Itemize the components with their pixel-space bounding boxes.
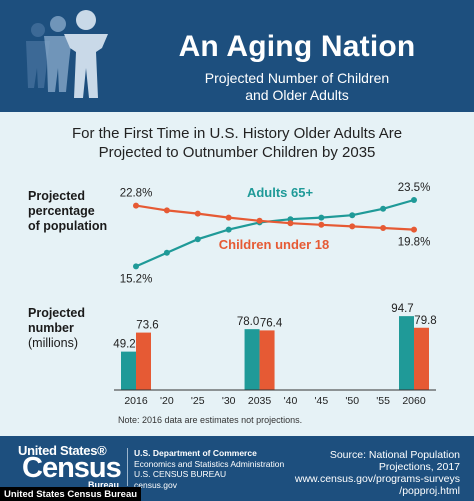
headline-line-1: For the First Time in U.S. History Older… <box>71 125 403 142</box>
header-banner: An Aging Nation Projected Number of Chil… <box>0 0 474 112</box>
source-line-4[interactable]: /popproj.html <box>399 485 460 497</box>
children-point <box>411 226 417 233</box>
children-point <box>133 202 139 209</box>
source-line-3[interactable]: www.census.gov/programs-surveys <box>294 473 460 485</box>
children-bar-label: 76.4 <box>260 317 283 329</box>
census-logo-wordmark: Census <box>22 452 122 484</box>
source-line-2: Projections, 2017 <box>378 461 460 473</box>
x-tick-label: '40 <box>284 395 298 407</box>
x-tick-label: '25 <box>191 395 205 407</box>
adults-series-label: Adults 65+ <box>247 185 314 200</box>
adults-bar-label: 49.2 <box>113 339 135 351</box>
adults-line <box>135 198 415 268</box>
adults-point <box>349 212 356 219</box>
adults-point <box>225 226 232 233</box>
children-bar <box>259 330 275 390</box>
census-logo-bureau-text: Bureau <box>88 480 120 490</box>
percent-axis-label: Projected percentage of population <box>28 189 128 234</box>
children-bar-label: 73.6 <box>136 320 158 332</box>
image-credit: United States Census Bureau <box>0 487 142 501</box>
adults-bar <box>244 329 260 390</box>
children-point <box>349 223 356 230</box>
adults-point <box>380 205 387 212</box>
number-label-line-3: (millions) <box>28 336 78 350</box>
x-tick-label: 2035 <box>248 395 272 407</box>
adults-point <box>194 236 201 243</box>
percent-label-line-3: of population <box>28 219 108 233</box>
children-bar-label: 79.8 <box>414 315 436 327</box>
children-line <box>135 204 415 231</box>
x-tick-label: '20 <box>160 395 174 407</box>
adults-bar <box>399 316 414 390</box>
adults-bar-label: 78.0 <box>237 316 259 328</box>
source-line-1: Source: National Population <box>329 449 460 461</box>
x-tick-label: '55 <box>376 395 390 407</box>
footer-department: U.S. Department of Commerce Economics an… <box>134 448 284 490</box>
adults-point <box>163 249 170 256</box>
children-point <box>287 220 294 227</box>
number-axis-label: Projected number (millions) <box>28 306 128 351</box>
percent-label-line-1: Projected <box>28 189 85 203</box>
percent-label-line-2: percentage <box>28 204 95 218</box>
children-point <box>256 217 263 224</box>
children-point <box>380 225 387 231</box>
chart-headline: For the First Time in U.S. History Older… <box>0 124 474 162</box>
adults-bar <box>121 351 136 390</box>
x-tick-label: '45 <box>314 395 328 407</box>
x-tick-label: '50 <box>345 395 359 407</box>
subtitle-line-2: and Older Adults <box>245 87 349 103</box>
children-bar <box>414 327 429 390</box>
adults-point <box>411 197 417 203</box>
dept-line-2: Economics and Statistics Administration <box>134 458 285 469</box>
footer-divider <box>127 448 128 486</box>
x-tick-label: '30 <box>222 395 236 407</box>
number-label-line-2: number <box>28 321 74 335</box>
number-label-line-1: Projected <box>28 306 85 320</box>
children-series-label: Children under 18 <box>219 237 330 252</box>
children-point <box>318 221 325 228</box>
dept-line-1: U.S. Department of Commerce <box>134 448 257 458</box>
census-logo-top-text: United States® <box>18 443 107 458</box>
footer-source: Source: National Population Projections,… <box>260 449 460 497</box>
adults-point <box>318 214 325 221</box>
chart-panel <box>0 112 474 436</box>
children-point <box>194 210 201 217</box>
chart-note: Note: 2016 data are estimates not projec… <box>118 415 303 425</box>
children-bar <box>136 332 151 390</box>
adults-start-label: 15.2% <box>120 273 153 285</box>
page-subtitle: Projected Number of Children and Older A… <box>120 70 474 104</box>
children-point <box>225 214 232 221</box>
children-point <box>163 207 170 214</box>
subtitle-line-1: Projected Number of Children <box>204 70 390 86</box>
people-silhouette-logo <box>26 10 108 98</box>
page-title: An Aging Nation <box>178 30 416 63</box>
dept-line-3: U.S. CENSUS BUREAU <box>134 469 227 479</box>
dept-line-4: census.gov <box>134 479 177 490</box>
adults-end-label: 23.5% <box>398 182 431 194</box>
children-start-label: 22.8% <box>120 188 153 200</box>
x-tick-label: 2016 <box>124 395 148 407</box>
adults-bar-label: 94.7 <box>391 303 413 315</box>
adults-point <box>133 263 139 270</box>
x-tick-label: 2060 <box>402 395 426 407</box>
children-end-label: 19.8% <box>398 237 431 249</box>
headline-line-2: Projected to Outnumber Children by 2035 <box>98 144 376 161</box>
